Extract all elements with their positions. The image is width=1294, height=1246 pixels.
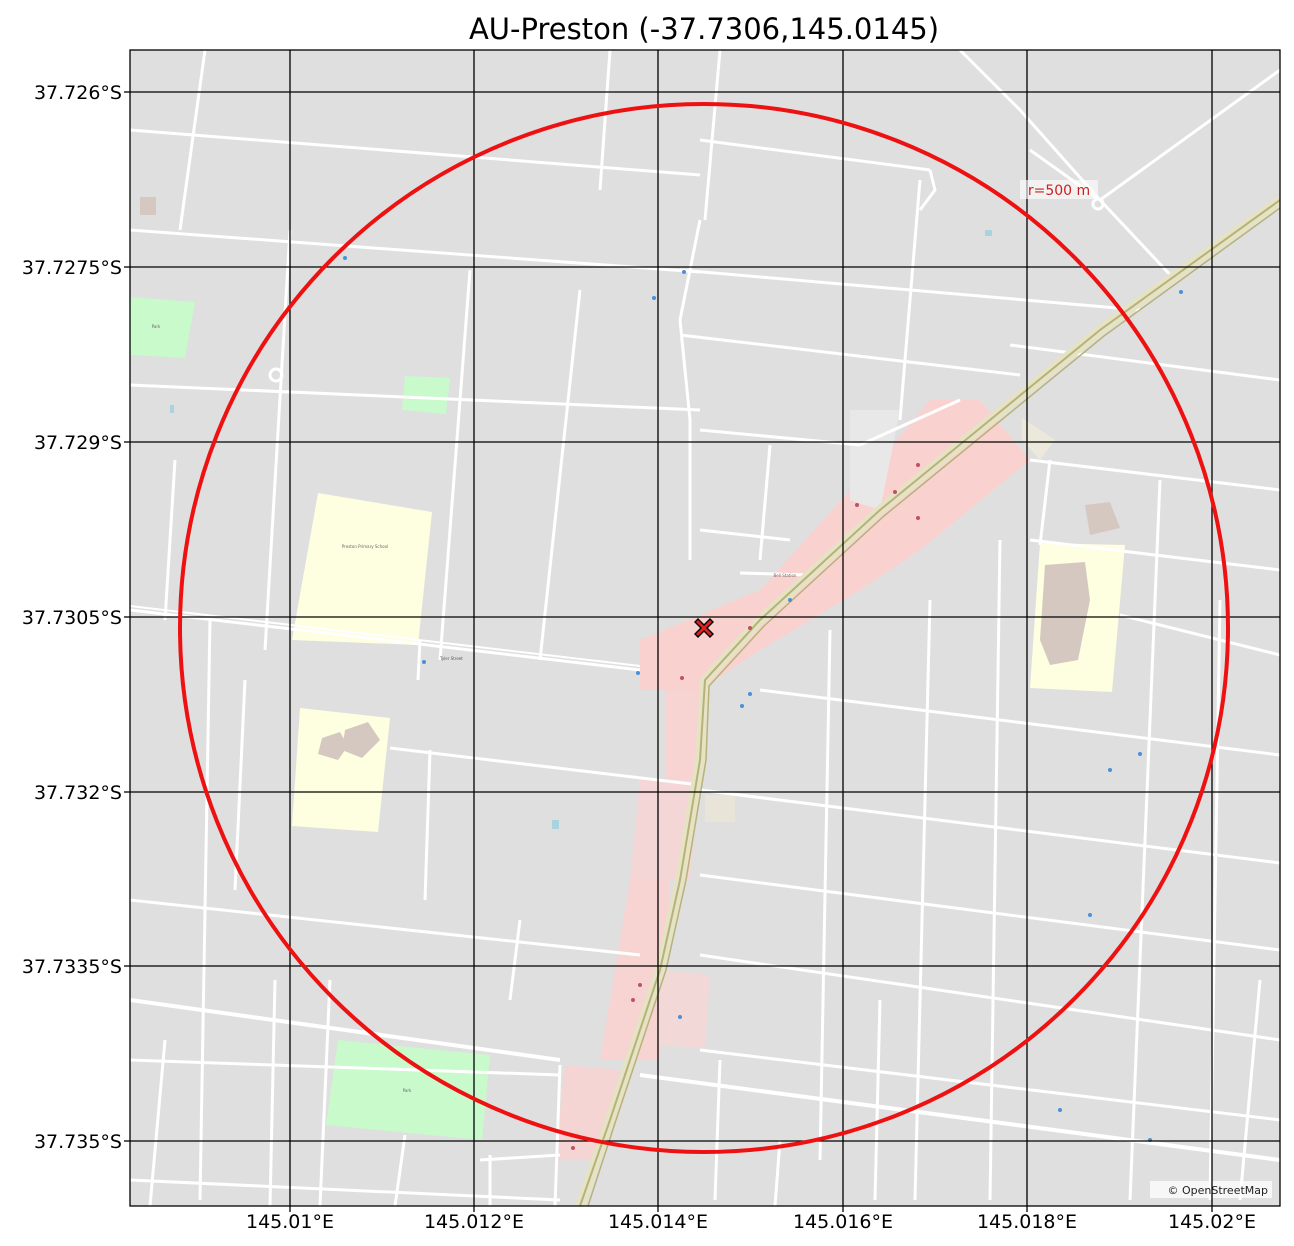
water-feature (552, 820, 559, 829)
building (1085, 502, 1120, 535)
y-tick-label: 37.7275°S (22, 257, 122, 279)
attribution-box (1150, 1181, 1272, 1198)
radius-label: r=500 m (1028, 183, 1090, 199)
school-area-preston (292, 493, 432, 645)
y-tick-label: 37.726°S (34, 82, 122, 104)
shop-icon (916, 516, 920, 520)
poi-icon (1108, 768, 1112, 772)
station-label: Bell Station (774, 573, 797, 578)
railway-line (587, 207, 1280, 1206)
y-tick-label: 37.729°S (34, 432, 122, 454)
y-tick-label: 37.732°S (34, 782, 122, 804)
park-label: Park (403, 1088, 412, 1093)
poi-icon (652, 296, 656, 300)
poi-icon (678, 1015, 682, 1019)
commercial-strip-3 (600, 880, 670, 1060)
poi-icon (1058, 1108, 1062, 1112)
water-feature (985, 230, 992, 236)
poi-icon (1088, 913, 1092, 917)
park-area-northwest (130, 297, 195, 358)
poi-markers-shops (571, 463, 920, 1150)
shop-icon (855, 503, 859, 507)
x-tick-label: 145.02°E (1168, 1211, 1256, 1233)
shop-icon (893, 490, 897, 494)
graticule (130, 50, 1280, 1206)
poi-icon (682, 270, 686, 274)
radius-circle (178, 102, 1230, 1154)
y-tick-labels: 37.726°S 37.7275°S 37.729°S 37.7305°S 37… (22, 82, 122, 1153)
x-marker-icon (694, 618, 714, 638)
carpark-area (850, 410, 900, 510)
building (705, 795, 735, 822)
x-tick-labels: 145.01°E 145.012°E 145.014°E 145.016°E 1… (246, 1211, 1256, 1233)
shop-icon (638, 983, 642, 987)
x-tick-label: 145.014°E (608, 1211, 708, 1233)
building (1040, 562, 1090, 665)
commercial-strip-4 (658, 970, 710, 1048)
railway-line (579, 199, 1280, 1206)
y-tick-label: 37.735°S (34, 1131, 122, 1153)
poi-icon (740, 704, 744, 708)
building (1022, 418, 1055, 460)
poi-icon (636, 671, 640, 675)
poi-icon (422, 660, 426, 664)
roundabout (268, 367, 284, 383)
building (318, 732, 348, 760)
shop-icon (680, 676, 684, 680)
building (140, 197, 156, 215)
shop-icon (748, 626, 752, 630)
street-label: Tyler Street (439, 656, 463, 661)
poi-icon (1179, 290, 1183, 294)
shop-icon (631, 998, 635, 1002)
x-tick-label: 145.012°E (424, 1211, 524, 1233)
building (342, 722, 380, 758)
radius-label-bg (1020, 180, 1098, 199)
poi-icon (343, 256, 347, 260)
y-tick-label: 37.7305°S (22, 607, 122, 629)
x-tick-label: 145.018°E (977, 1211, 1077, 1233)
basemap: Preston Primary School Bell Station Tyle… (130, 50, 1280, 1206)
shop-icon (571, 1146, 575, 1150)
center-marker (694, 618, 714, 638)
park-area-south (326, 1040, 490, 1140)
park-area-small (402, 376, 450, 414)
y-tick-label: 37.7335°S (22, 956, 122, 978)
axis-ticks (124, 91, 1213, 1212)
poi-icon (788, 598, 792, 602)
poi-icon (748, 692, 752, 696)
poi-markers (343, 256, 1183, 1142)
axes-frame (129, 49, 1281, 1207)
attribution-text[interactable]: © OpenStreetMap (1167, 1184, 1268, 1197)
school-label: Preston Primary School (342, 544, 388, 549)
x-tick-label: 145.016°E (793, 1211, 893, 1233)
shop-icon (916, 463, 920, 467)
map-title: AU-Preston (-37.7306,145.0145) (469, 12, 939, 46)
park-label: Park (152, 324, 161, 329)
x-tick-label: 145.01°E (246, 1211, 334, 1233)
poi-icon (1138, 752, 1142, 756)
water-feature (170, 405, 174, 413)
school-area-west (292, 708, 390, 832)
